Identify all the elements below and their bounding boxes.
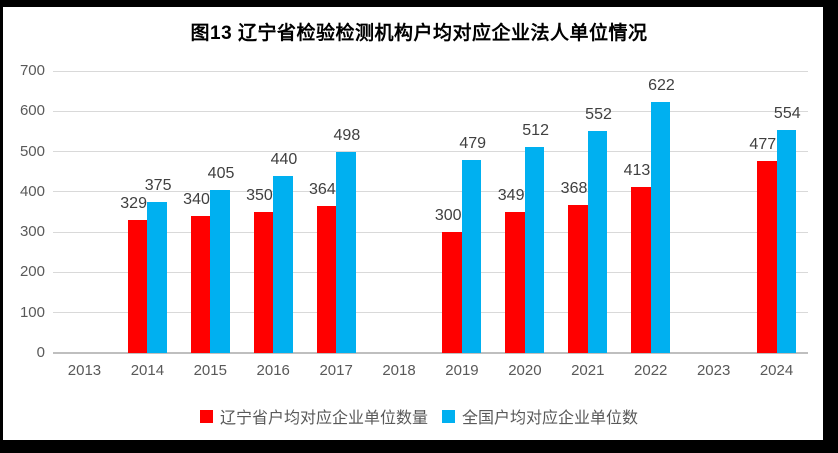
x-axis-tick-2022: 2022 [634,362,668,379]
gridline-400 [53,191,808,193]
bar-label-liaoning-2020: 349 [497,187,525,205]
x-axis-tick-2017: 2017 [319,362,353,379]
bar-label-liaoning-2019: 300 [434,207,462,225]
x-axis-tick-2015: 2015 [193,362,227,379]
gridline-600 [53,110,808,112]
bar-liaoning-2016 [253,212,274,353]
bar-national-2020 [524,146,545,353]
gridline-100 [53,312,808,314]
bar-label-national-2014: 375 [144,176,172,194]
bar-liaoning-2021 [568,204,588,353]
bar-label-liaoning-2017: 364 [309,181,336,199]
bar-national-2017 [336,152,356,353]
bar-label-liaoning-2022: 413 [623,161,651,179]
bar-label-national-2021: 552 [585,105,612,123]
gridline-300 [53,231,808,233]
bar-label-national-2016: 440 [270,150,298,168]
bar-label-national-2020: 512 [522,121,549,139]
bar-national-2014 [147,201,167,353]
bar-liaoning-2014 [127,220,148,353]
chart-title: 图13 辽宁省检验检测机构户均对应企业法人单位情况 [190,23,648,44]
bar-national-2015 [210,189,230,353]
x-axis-tick-2024: 2024 [759,362,794,379]
bar-national-2016 [273,175,293,353]
gridline-700 [53,70,808,72]
legend-label-national: 全国户均对应企业单位数 [462,410,639,427]
y-axis-tick-300: 300 [19,223,45,241]
bar-liaoning-2019 [442,232,462,353]
bar-label-national-2022: 622 [648,77,675,95]
x-axis-tick-2013: 2013 [67,362,102,379]
legend: 辽宁省户均对应企业单位数量 全国户均对应企业单位数 [0,404,838,428]
x-axis-tick-2014: 2014 [130,362,165,379]
gridline-200 [53,271,808,273]
y-axis-tick-600: 600 [19,102,45,120]
gridline-0 [53,352,808,354]
bar-label-liaoning-2016: 350 [246,187,273,204]
bar-label-liaoning-2015: 340 [183,191,210,209]
y-axis-tick-200: 200 [19,263,45,281]
bar-liaoning-2024 [757,160,777,353]
bar-national-2022 [650,102,671,353]
bar-label-liaoning-2024: 477 [749,135,777,153]
legend-swatch-liaoning [199,409,213,423]
x-axis-tick-2023: 2023 [696,362,731,379]
bar-national-2019 [461,160,482,353]
bar-liaoning-2015 [190,216,211,353]
y-axis-tick-500: 500 [19,142,45,160]
x-axis-tick-2021: 2021 [571,362,605,379]
x-axis-tick-2018: 2018 [382,362,416,379]
bar-label-national-2015: 405 [207,164,235,182]
legend-swatch-national [442,409,455,423]
gridline-500 [53,151,808,153]
x-axis-tick-2019: 2019 [445,362,479,379]
bar-liaoning-2020 [505,212,525,353]
bar-label-liaoning-2021: 368 [560,179,588,197]
y-axis-tick-700: 700 [19,62,45,79]
bar-national-2024 [776,129,797,353]
legend-item-national: 全国户均对应企业单位数 [442,404,638,428]
bar-label-national-2019: 479 [459,135,487,153]
bar-label-national-2024: 554 [773,104,801,122]
legend-label-liaoning: 辽宁省户均对应企业单位数量 [219,410,428,427]
bar-liaoning-2017 [316,206,337,353]
x-axis-tick-2020: 2020 [508,362,542,379]
y-axis-tick-100: 100 [19,303,45,321]
legend-item-liaoning: 辽宁省户均对应企业单位数量 [199,404,428,428]
y-axis-tick-400: 400 [19,182,45,200]
bar-national-2021 [587,130,608,353]
bar-label-national-2017: 498 [333,127,361,145]
bar-liaoning-2022 [631,186,651,353]
bar-label-liaoning-2014: 329 [120,195,147,213]
x-axis-tick-2016: 2016 [256,362,290,379]
y-axis-tick-0: 0 [36,344,45,361]
